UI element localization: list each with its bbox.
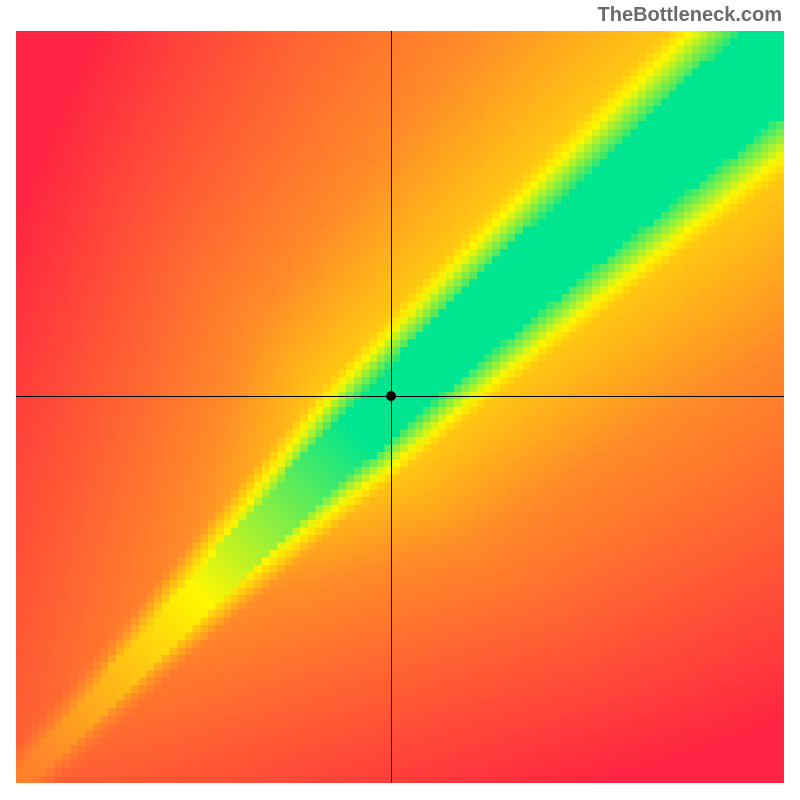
watermark-text: TheBottleneck.com: [598, 4, 782, 27]
crosshair-horizontal: [16, 396, 784, 397]
heatmap-canvas: [16, 31, 784, 783]
chart-container: TheBottleneck.com: [0, 0, 800, 800]
crosshair-vertical: [391, 31, 392, 783]
selected-point: [386, 391, 396, 401]
